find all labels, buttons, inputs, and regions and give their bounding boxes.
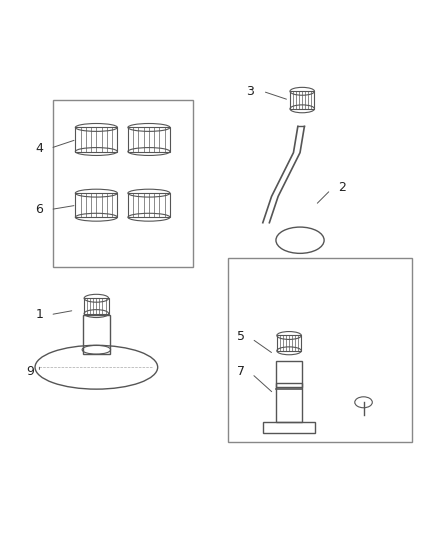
Text: 9: 9 xyxy=(27,365,35,378)
Text: 1: 1 xyxy=(35,308,43,321)
Bar xyxy=(83,314,110,354)
Bar xyxy=(128,127,170,151)
Bar xyxy=(263,422,315,433)
Bar xyxy=(128,193,170,217)
Text: 5: 5 xyxy=(237,330,245,343)
Text: 2: 2 xyxy=(338,181,346,194)
Bar xyxy=(228,258,412,442)
Text: 3: 3 xyxy=(246,85,254,98)
Bar xyxy=(290,91,314,109)
Text: 4: 4 xyxy=(35,142,43,155)
Bar xyxy=(75,127,117,151)
Bar xyxy=(75,193,117,217)
Bar xyxy=(53,100,193,266)
Text: 6: 6 xyxy=(35,203,43,216)
Bar xyxy=(84,298,109,313)
Bar xyxy=(277,335,301,351)
Text: 7: 7 xyxy=(237,365,245,378)
Bar xyxy=(276,361,302,387)
Bar xyxy=(276,383,302,422)
